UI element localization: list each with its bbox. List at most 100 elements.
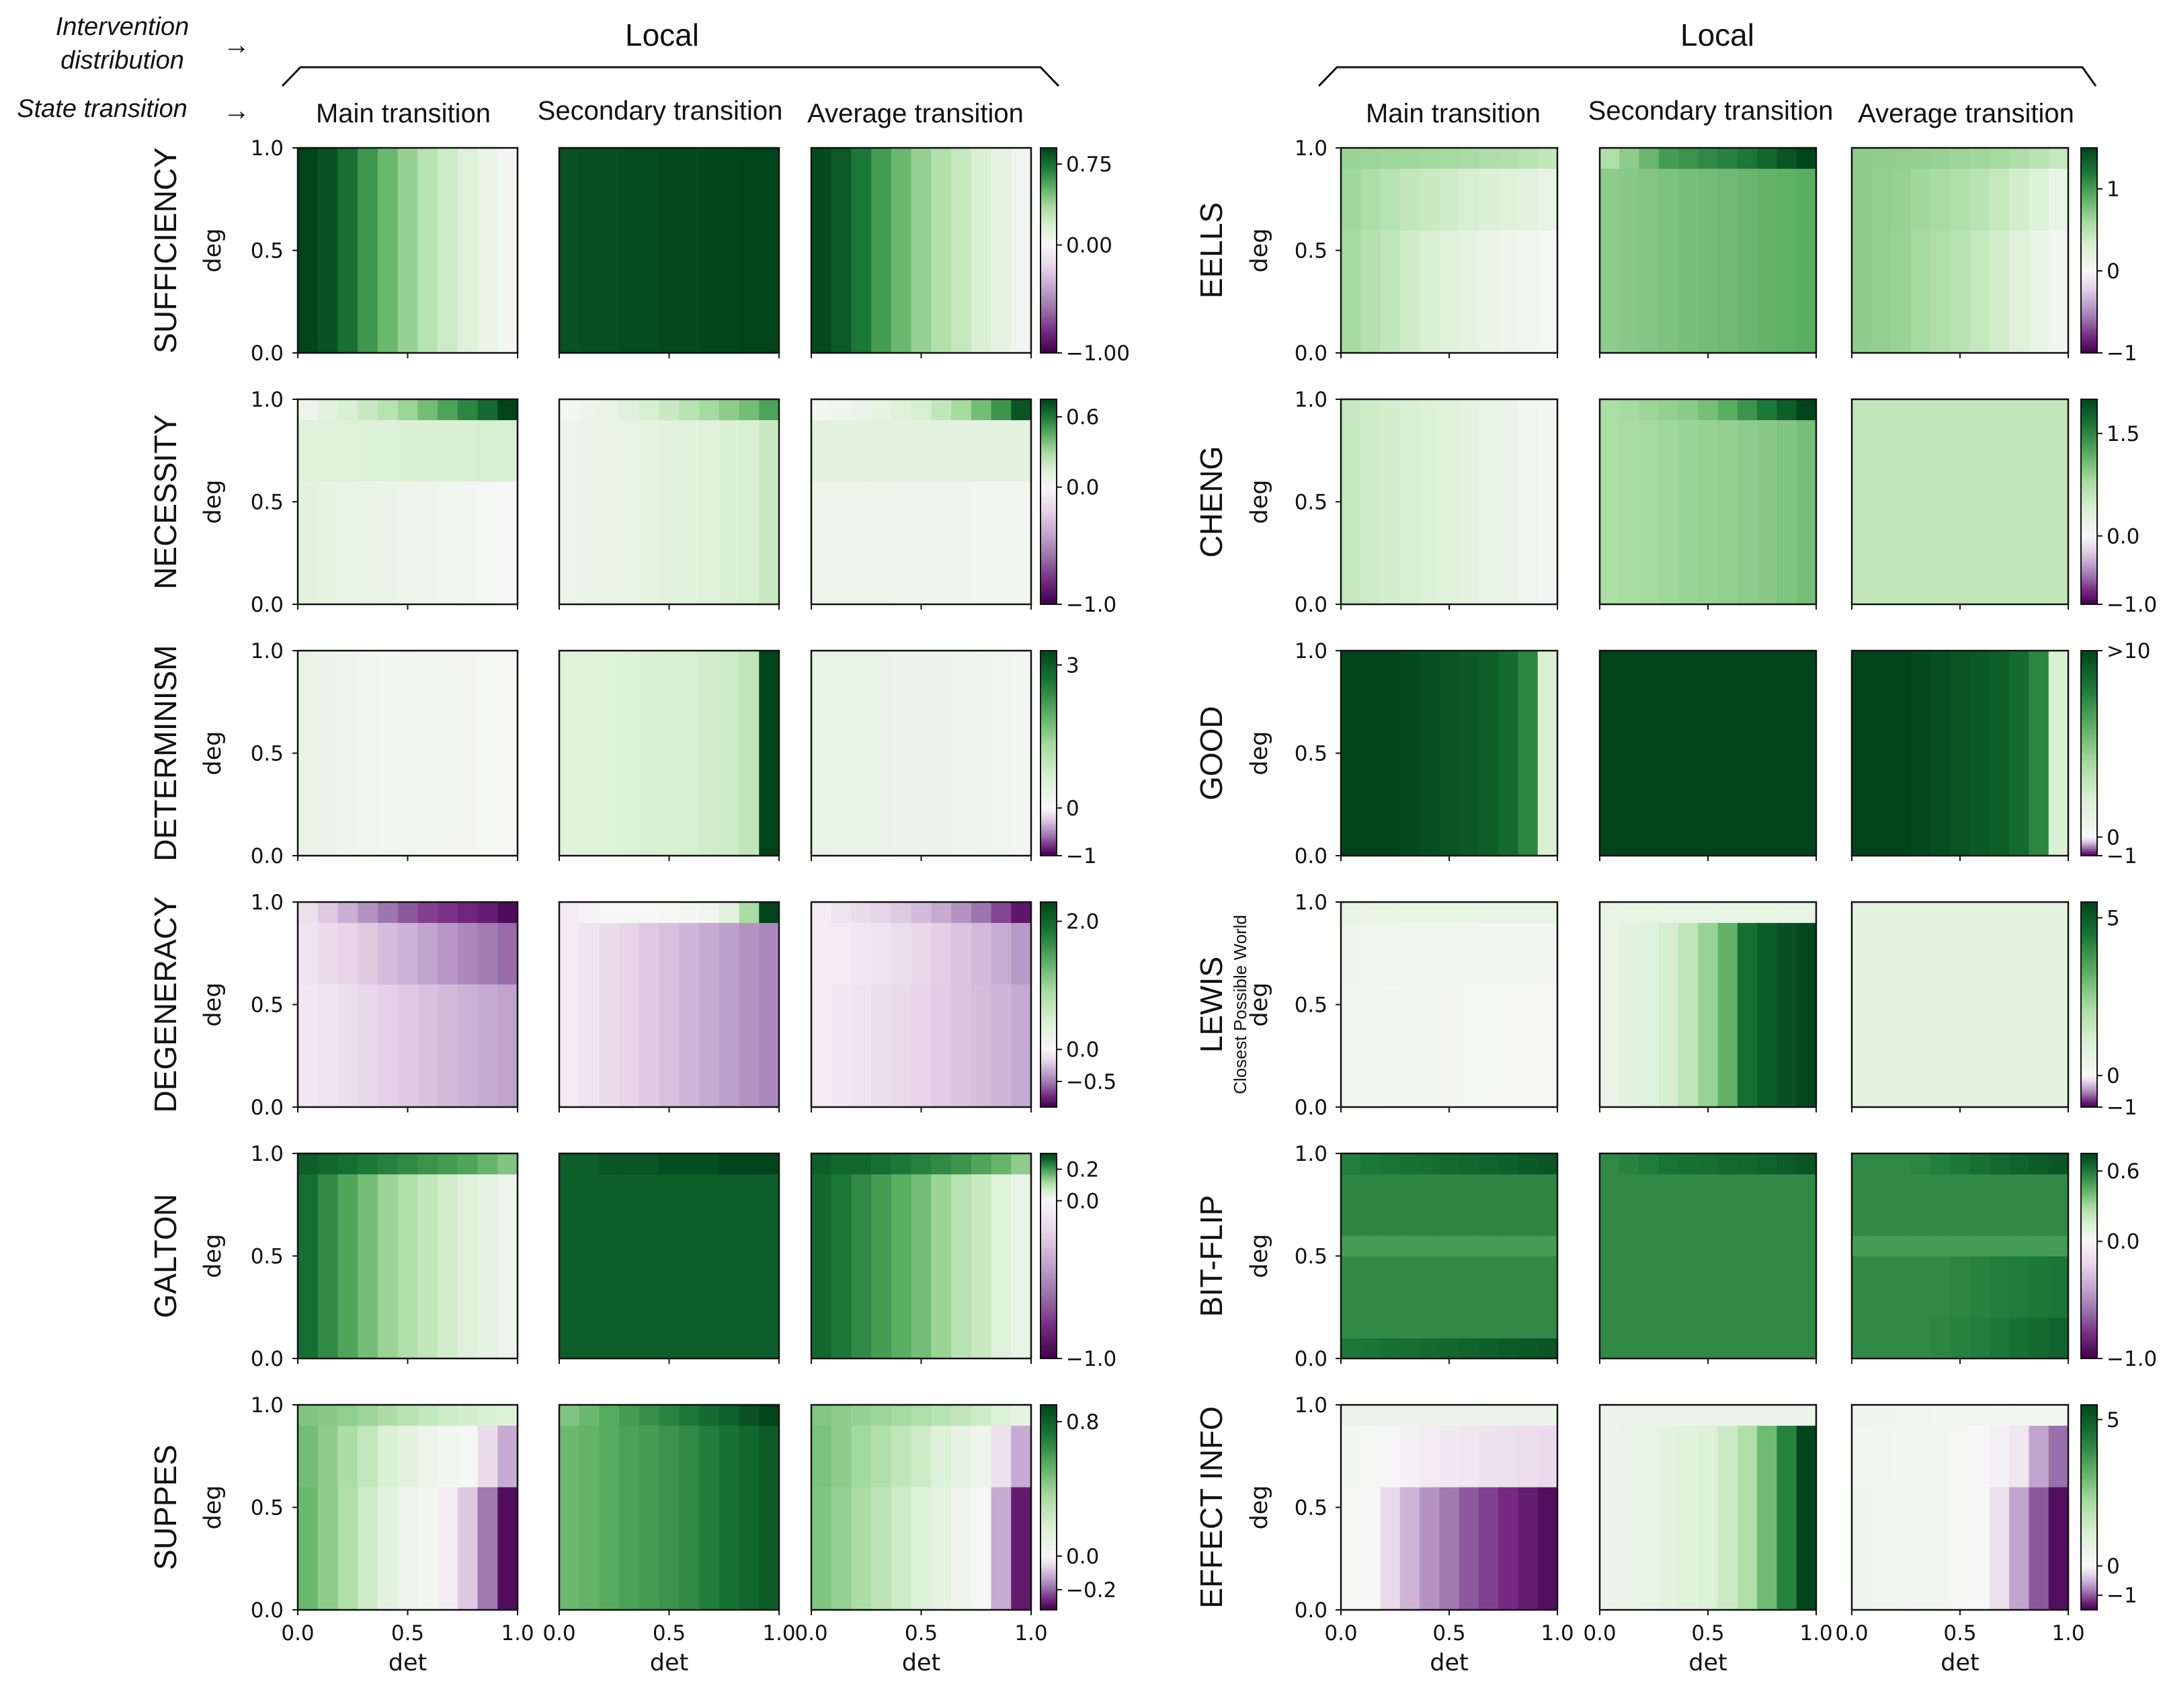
heatmap-cell <box>1498 902 1519 924</box>
colorbar-segment <box>1040 803 1057 807</box>
colorbar-segment <box>1040 554 1057 557</box>
colorbar-segment <box>1040 904 1057 907</box>
y-tick-label: 1.0 <box>251 1142 284 1166</box>
colorbar-segment <box>1040 1068 1057 1071</box>
colorbar-segment <box>2081 1473 2097 1476</box>
colorbar-segment <box>1040 821 1057 825</box>
colorbar-segment <box>1040 1496 1057 1499</box>
colorbar-segment <box>1040 1183 1057 1186</box>
colorbar-segment <box>1040 1453 1057 1456</box>
colorbar-segment <box>2081 481 2097 484</box>
row-sublabel: Closest Possible World <box>1230 915 1250 1094</box>
colorbar-segment <box>1040 200 1057 203</box>
heatmap-cell <box>397 922 418 985</box>
colorbar-segment <box>2081 561 2097 564</box>
colorbar-segment <box>2081 214 2097 217</box>
row-label: NECESSITY <box>148 414 183 589</box>
colorbar-segment <box>1040 602 1057 605</box>
heatmap-cell <box>1796 651 1817 856</box>
heatmap-cell <box>1777 399 1797 421</box>
colorbar-segment <box>1040 421 1057 425</box>
colorbar-segment <box>1040 655 1057 658</box>
heatmap-cell <box>1459 1405 1479 1426</box>
colorbar-segment <box>2081 1006 2097 1010</box>
heatmap-cell <box>911 1174 932 1359</box>
heatmap-cell <box>699 148 720 354</box>
heatmap-cell <box>1420 168 1440 231</box>
colorbar-segment <box>2081 552 2097 555</box>
colorbar-segment <box>1040 692 1057 694</box>
colorbar: 50−1 <box>2080 1404 2137 1611</box>
colorbar-segment <box>2081 597 2097 600</box>
colorbar-segment <box>1040 924 1057 928</box>
colorbar-segment <box>2081 1498 2097 1501</box>
colorbar-segment <box>1040 1032 1057 1035</box>
colorbar-segment <box>2081 977 2097 980</box>
x-axis-label: det <box>1430 1650 1468 1676</box>
heatmap-cell <box>1420 230 1440 354</box>
colorbar-segment <box>2081 1600 2097 1604</box>
colorbar-segment <box>2081 570 2097 573</box>
colorbar-segment <box>2081 975 2097 978</box>
colorbar-segment <box>2081 1505 2097 1508</box>
colorbar-segment <box>2081 913 2097 916</box>
colorbar-segment <box>2081 492 2097 495</box>
heatmap-cell <box>1698 922 1719 1108</box>
colorbar-segment <box>1040 1535 1057 1538</box>
heatmap-cell <box>477 1153 498 1175</box>
colorbar-segment <box>2081 1068 2097 1071</box>
heatmap-cell <box>1969 1487 1990 1611</box>
colorbar-segment <box>2081 1262 2097 1266</box>
colorbar-segment <box>2081 698 2097 702</box>
row-label: LEWIS <box>1194 957 1229 1053</box>
colorbar-segment <box>2081 817 2097 820</box>
heatmap-cell <box>1891 1405 1912 1426</box>
colorbar-segment <box>2081 659 2097 663</box>
heatmap-cell <box>559 922 580 1108</box>
heatmap-cell <box>579 148 600 354</box>
heatmap-cell <box>759 902 780 924</box>
heatmap-cell <box>931 902 952 924</box>
heatmap-cell <box>2009 1425 2030 1488</box>
colorbar-segment <box>1040 1018 1057 1021</box>
colorbar-segment <box>1040 168 1057 171</box>
colorbar-segment <box>1040 323 1057 326</box>
heatmap-cell <box>1380 651 1401 856</box>
heatmap-cell <box>699 1153 720 1175</box>
heatmap-cell <box>1757 399 1778 421</box>
heatmap-cell <box>1420 1487 1440 1611</box>
colorbar-segment <box>1040 653 1057 656</box>
heatmap-cell <box>1969 1174 1990 1236</box>
colorbar-segment <box>1040 743 1057 747</box>
colorbar-segment <box>1040 1295 1057 1298</box>
colorbar-segment <box>1040 1516 1057 1520</box>
colorbar-segment <box>2081 945 2097 948</box>
heatmap-cell <box>1537 922 1558 985</box>
heatmap-cell <box>497 1153 518 1175</box>
heatmap-cell <box>811 1405 832 1426</box>
colorbar-segment <box>1040 1550 1057 1553</box>
colorbar-segment <box>1040 184 1057 188</box>
heatmap-cell <box>831 1425 852 1488</box>
colorbar-segment <box>1040 1514 1057 1517</box>
heatmap-cell <box>1478 1153 1499 1175</box>
heatmap-cell <box>477 1487 498 1611</box>
colorbar-segment <box>2081 1157 2097 1161</box>
heatmap-cell <box>1698 168 1719 354</box>
colorbar-segment <box>2081 739 2097 743</box>
y-tick-label: 0.5 <box>251 742 284 766</box>
colorbar-segment <box>1040 1416 1057 1419</box>
colorbar-segment <box>2081 1082 2097 1085</box>
colorbar-segment <box>2081 973 2097 976</box>
colorbar-segment <box>2081 1471 2097 1474</box>
heatmap-cell <box>871 1425 892 1488</box>
colorbar-tick-label: 0.6 <box>2107 1160 2139 1184</box>
heatmap-cell <box>1969 1235 1990 1257</box>
colorbar-segment <box>1040 321 1057 324</box>
colorbar-segment <box>1040 542 1057 546</box>
colorbar-segment <box>1040 1441 1057 1445</box>
colorbar-segment <box>1040 1164 1057 1168</box>
colorbar-segment <box>1040 954 1057 957</box>
heatmap-cell <box>298 902 319 924</box>
